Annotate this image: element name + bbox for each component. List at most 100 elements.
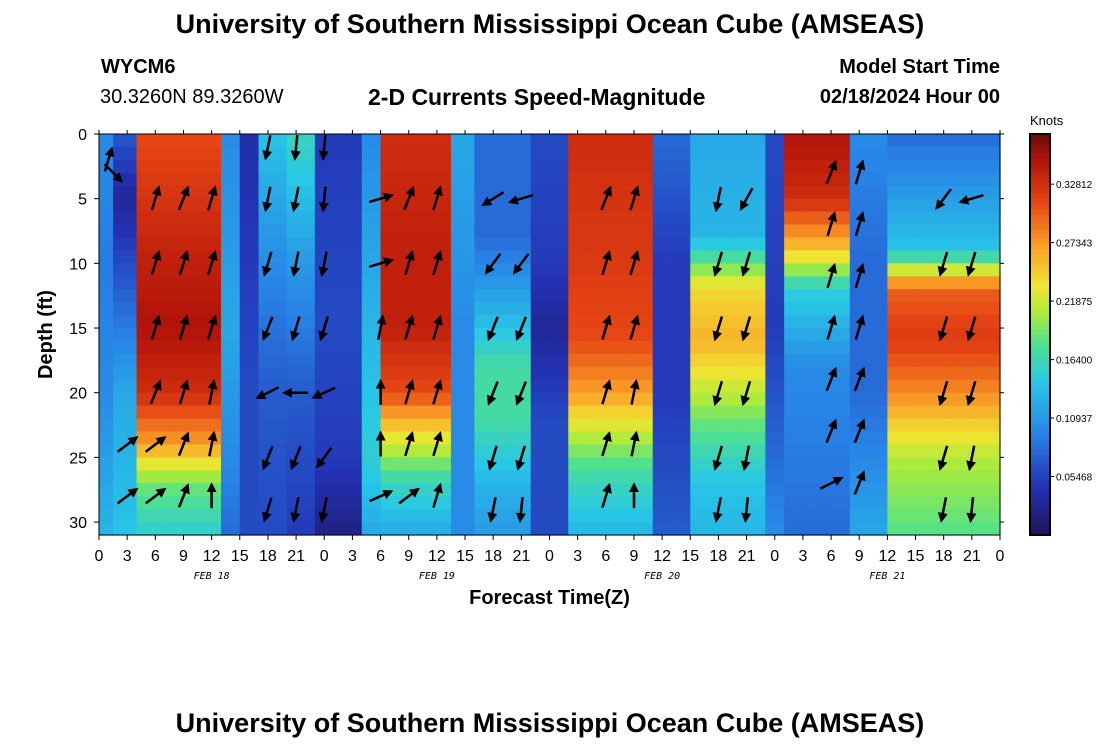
heatmap-cell [831,379,837,394]
heatmap-cell [793,224,799,239]
heatmap-cell [826,146,832,161]
heatmap-cell [117,405,124,420]
heatmap-cell [324,431,330,446]
heatmap-cell [727,431,734,446]
heatmap-cell [774,483,781,497]
heatmap-cell [568,237,574,252]
heatmap-cell [202,418,208,433]
heatmap-cell [605,366,612,381]
heatmap-cell [216,483,222,497]
heatmap-cell [291,224,297,239]
heatmap-cell [113,509,119,523]
heatmap-cell [338,315,344,329]
heatmap-cell [314,185,321,200]
heatmap-cell [596,483,602,497]
heatmap-cell [136,315,142,329]
heatmap-cell [150,211,156,226]
heatmap-cell [441,198,447,213]
heatmap-cell [127,146,133,161]
heatmap-cell [272,444,278,458]
heatmap-cell [798,483,804,497]
heatmap-cell [117,289,124,303]
heatmap-cell [375,276,382,290]
heatmap-cell [849,418,856,433]
heatmap-cell [723,146,729,161]
heatmap-cell [178,237,185,252]
heatmap-cell [685,250,691,264]
heatmap-cell [108,457,114,471]
heatmap-cell [474,340,480,355]
heatmap-cell [160,509,166,523]
heatmap-cell [549,263,555,277]
station-coordinates: 30.3260N 89.3260W [100,86,284,108]
heatmap-cell [127,263,133,277]
heatmap-cell [610,289,616,303]
heatmap-cell [211,172,217,187]
heatmap-cell [272,496,278,510]
heatmap-cell [413,405,419,420]
heatmap-cell [685,392,691,407]
heatmap-cell [521,405,527,420]
heatmap-cell [277,250,283,264]
heatmap-cell [638,353,644,368]
heatmap-cell [699,237,705,252]
heatmap-cell [540,211,546,226]
heatmap-cell [108,263,114,277]
heatmap-cell [812,185,818,200]
heatmap-cell [807,444,813,458]
heatmap-cell [694,379,701,394]
heatmap-cell [192,405,199,420]
heatmap-cell [793,509,799,523]
heatmap-cell [286,172,292,187]
heatmap-cell [699,431,705,446]
heatmap-cell [835,496,842,510]
heatmap-cell [840,431,846,446]
heatmap-cell [826,198,832,213]
heatmap-cell [671,340,677,355]
heatmap-cell [755,340,762,355]
heatmap-cell [483,185,490,200]
heatmap-cell [380,496,386,510]
heatmap-cell [727,366,734,381]
heatmap-cell [352,483,358,497]
heatmap-cell [314,302,321,316]
heatmap-cell [282,134,288,148]
heatmap-cell [755,315,762,329]
heatmap-cell [155,211,161,226]
heatmap-cell [164,302,170,316]
heatmap-cell [643,328,649,342]
heatmap-cell [188,198,194,213]
heatmap-cell [605,522,612,536]
heatmap-cell [436,302,443,316]
heatmap-cell [399,315,405,329]
heatmap-cell [150,366,156,381]
heatmap-cell [141,134,147,148]
heatmap-cell [784,431,790,446]
heatmap-cell [610,496,616,510]
heatmap-cell [549,470,555,484]
heatmap-cell [798,366,804,381]
heatmap-cell [845,198,851,213]
heatmap-cell [225,263,231,277]
heatmap-cell [774,418,781,433]
heatmap-cell [230,405,236,420]
heatmap-cell [441,418,447,433]
heatmap-cell [230,146,236,161]
heatmap-cell [296,353,302,368]
heatmap-cell [375,340,382,355]
heatmap-cell [99,250,105,264]
heatmap-cell [807,431,813,446]
heatmap-cell [277,224,283,239]
heatmap-cell [540,405,546,420]
heatmap-cell [666,172,673,187]
heatmap-cell [774,159,781,174]
heatmap-cell [169,457,175,471]
heatmap-cell [511,328,518,342]
heatmap-cell [333,185,339,200]
heatmap-cell [507,211,513,226]
heatmap-cell [770,457,776,471]
heatmap-cell [399,289,405,303]
heatmap-cell [225,172,231,187]
heatmap-cell [765,315,771,329]
heatmap-cell [793,431,799,446]
